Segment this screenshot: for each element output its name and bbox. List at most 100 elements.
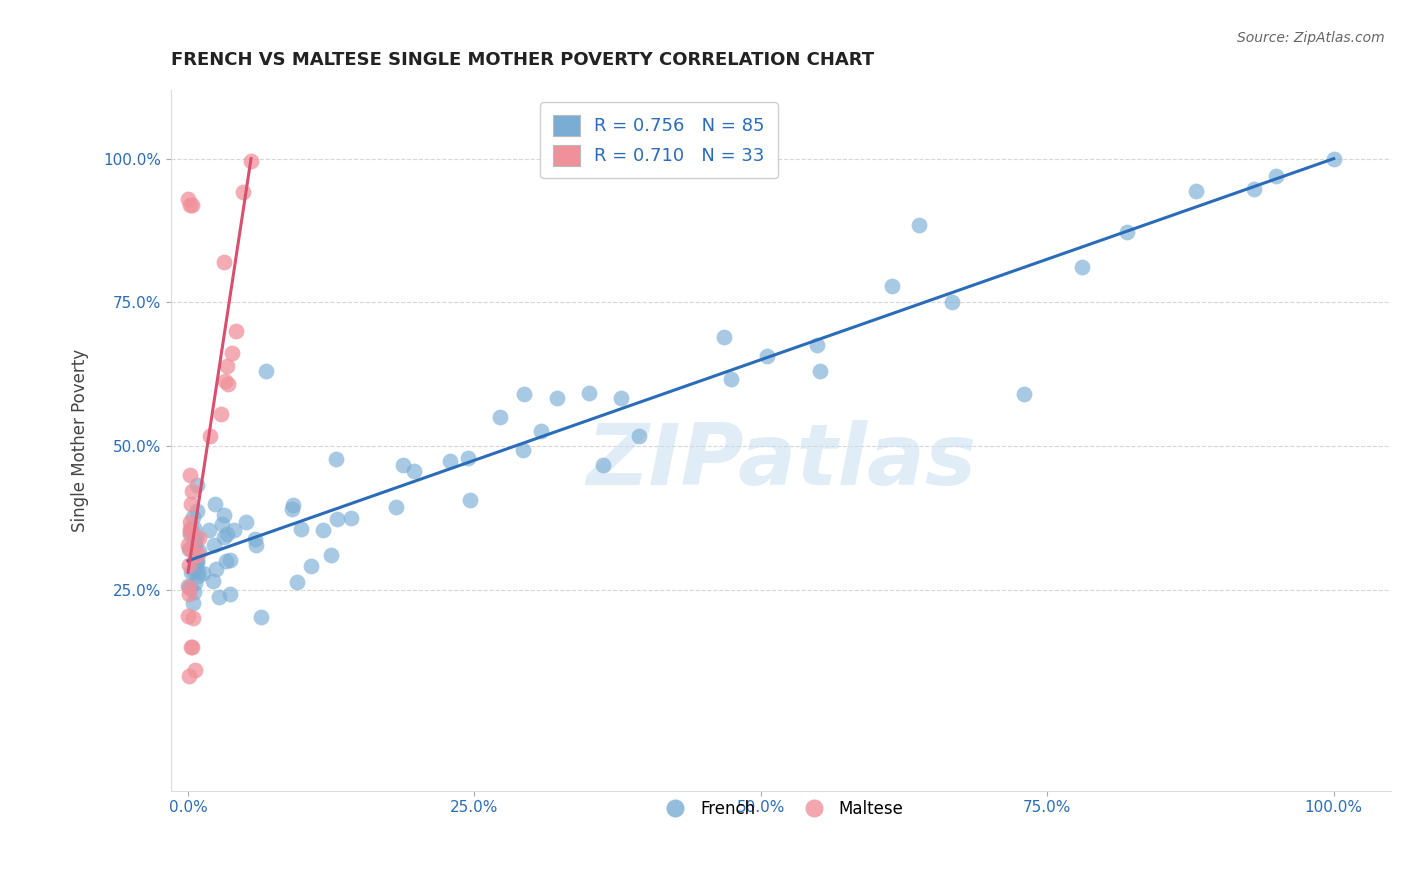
Point [179,522,201,536]
Point [713,330,735,344]
Point [177,579,200,593]
Point [546,391,568,405]
Point [212,508,235,522]
Point [186,554,208,568]
Point [290,523,312,537]
Point [179,581,201,595]
Point [627,429,650,443]
Point [187,547,209,561]
Point [186,555,208,569]
Point [184,539,207,553]
Point [177,609,200,624]
Point [181,611,204,625]
Point [183,564,205,578]
Point [243,532,266,546]
Point [212,530,235,544]
Point [187,565,209,579]
Point [177,669,200,683]
Point [177,587,200,601]
Point [513,386,536,401]
Point [183,537,205,551]
Point [186,478,208,492]
Point [808,364,831,378]
Point [215,553,238,567]
Point [202,537,225,551]
Point [489,410,512,425]
Point [180,566,202,580]
Point [285,574,308,589]
Point [439,454,461,468]
Point [180,640,202,655]
Point [941,294,963,309]
Point [193,566,215,580]
Point [530,424,553,438]
Point [179,515,201,529]
Point [177,192,200,206]
Point [179,527,201,541]
Point [235,516,257,530]
Point [177,558,200,573]
Text: FRENCH VS MALTESE SINGLE MOTHER POVERTY CORRELATION CHART: FRENCH VS MALTESE SINGLE MOTHER POVERTY … [172,51,875,69]
Point [217,359,239,373]
Point [385,500,408,515]
Point [806,337,828,351]
Point [183,558,205,572]
Point [188,544,211,558]
Point [212,255,235,269]
Text: Source: ZipAtlas.com: Source: ZipAtlas.com [1237,31,1385,45]
Point [184,554,207,568]
Point [211,516,233,531]
Point [250,610,273,624]
Point [578,385,600,400]
Point [181,483,204,498]
Point [179,581,201,595]
Point [184,663,207,677]
Point [179,197,201,211]
Point [221,346,243,360]
Point [326,511,349,525]
Point [181,510,204,524]
Point [180,497,202,511]
Point [512,442,534,457]
Point [312,523,335,537]
Point [720,372,742,386]
Point [204,497,226,511]
Point [245,538,267,552]
Point [392,458,415,472]
Point [187,569,209,583]
Point [402,464,425,478]
Point [179,468,201,483]
Point [219,553,242,567]
Point [202,574,225,588]
Point [180,197,202,211]
Y-axis label: Single Mother Poverty: Single Mother Poverty [72,349,89,532]
Point [217,376,239,391]
Point [1070,260,1092,274]
Point [1014,387,1036,401]
Point [214,374,236,388]
Point [186,504,208,518]
Point [215,526,238,541]
Point [200,428,222,442]
Point [756,349,779,363]
Point [205,562,228,576]
Point [256,364,278,378]
Point [610,391,633,405]
Point [232,185,254,199]
Point [880,278,903,293]
Point [208,590,231,604]
Point [209,407,232,421]
Point [1243,182,1265,196]
Point [183,521,205,535]
Point [179,542,201,557]
Point [240,154,263,169]
Point [458,492,481,507]
Point [281,498,304,512]
Point [1116,225,1139,239]
Point [299,558,322,573]
Point [907,218,929,232]
Point [183,549,205,563]
Point [222,523,245,537]
Point [225,324,247,338]
Text: ZIPatlas: ZIPatlas [586,419,976,503]
